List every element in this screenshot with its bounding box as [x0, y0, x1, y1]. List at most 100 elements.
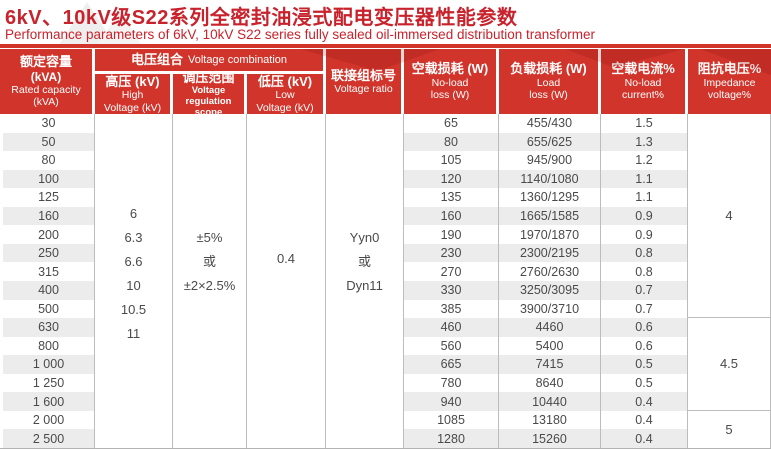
header-impedance-voltage-zh: 阻抗电压% — [697, 61, 762, 77]
header-load-loss: 负载损耗 (W) Load loss (W) — [499, 49, 601, 114]
header-low-voltage-en1: Low — [275, 89, 295, 102]
header-voltage-combination: 电压组合 Voltage combination — [95, 49, 326, 74]
load-loss-cell: 7415 — [499, 355, 601, 374]
high-voltage-value: 6 — [129, 205, 138, 221]
impedance-cell-5: 5 — [688, 410, 771, 448]
header-rated-capacity-zh-unit: (kVA) — [30, 69, 62, 84]
no-load-loss-cell: 330 — [404, 280, 499, 300]
header-rated-capacity: 额定容量 (kVA) Rated capacity (kVA) — [0, 49, 95, 114]
no-load-loss-cell: 1280 — [404, 429, 499, 448]
capacity-cell: 125 — [0, 188, 95, 207]
high-voltage-values: 6 6.3 6.6 10 10.5 11 — [121, 202, 146, 346]
capacity-cell: 50 — [0, 132, 95, 152]
header-high-voltage-en1: High — [121, 89, 144, 102]
load-loss-cell: 2760/2630 — [499, 262, 601, 281]
no-load-current-cell: 0.7 — [601, 280, 688, 300]
low-voltage-value: 0.4 — [276, 250, 296, 266]
regulation-value: ±2×2.5% — [183, 277, 236, 293]
capacity-cell: 1 250 — [0, 373, 95, 393]
capacity-cell: 2 000 — [0, 410, 95, 430]
load-loss-cell: 15260 — [499, 429, 601, 448]
no-load-current-cell: 0.7 — [601, 299, 688, 319]
page-subtitle: Performance parameters of 6kV, 10kV S22 … — [5, 27, 596, 42]
no-load-current-cell: 0.8 — [601, 243, 688, 263]
header-no-load-loss-zh: 空载损耗 (W) — [411, 61, 489, 77]
header-vector-group-zh: 联接组标号 — [330, 67, 396, 83]
no-load-loss-cell: 120 — [404, 169, 499, 189]
impedance-cell-4: 4 — [688, 114, 771, 319]
vector-group-values: Yyn0 或 Dyn11 — [346, 226, 383, 298]
header-regulation-scope: 调压范围 Voltage regulation scope — [173, 74, 247, 114]
capacity-cell: 400 — [0, 280, 95, 300]
load-loss-cell: 655/625 — [499, 132, 601, 152]
header-regulation-scope-en2: regulation scope — [185, 96, 232, 114]
header-high-voltage-en2: Voltage (kV) — [103, 101, 162, 114]
header-no-load-loss-en1: No-load — [431, 76, 469, 89]
load-loss-cell: 5400 — [499, 336, 601, 356]
capacity-cell: 800 — [0, 336, 95, 356]
load-loss-cell: 455/430 — [499, 114, 601, 133]
header-rated-capacity-en-unit: (kVA) — [33, 96, 59, 109]
table-top-accent-bar — [0, 44, 771, 48]
header-no-load-current-en2: current% — [621, 89, 664, 102]
no-load-loss-cell: 560 — [404, 336, 499, 356]
capacity-cell: 315 — [0, 262, 95, 281]
header-no-load-loss-en2: loss (W) — [430, 89, 470, 102]
capacity-cell: 1 000 — [0, 355, 95, 374]
high-voltage-values-cell: 6 6.3 6.6 10 10.5 11 — [95, 114, 173, 448]
no-load-current-cell: 1.1 — [601, 169, 688, 189]
no-load-current-cell: 0.6 — [601, 336, 688, 356]
no-load-loss-cell: 105 — [404, 151, 499, 170]
no-load-current-cell: 0.5 — [601, 355, 688, 374]
no-load-loss-cell: 80 — [404, 132, 499, 152]
no-load-loss-cell: 780 — [404, 373, 499, 393]
no-load-current-cell: 1.1 — [601, 188, 688, 207]
no-load-loss-cell: 665 — [404, 355, 499, 374]
low-voltage-cell: 0.4 — [247, 114, 326, 448]
load-loss-cell: 10440 — [499, 392, 601, 411]
load-loss-cell: 945/900 — [499, 151, 601, 170]
header-low-voltage: 低压 (kV) Low Voltage (kV) — [247, 74, 326, 114]
load-loss-cell: 2300/2195 — [499, 243, 601, 263]
load-loss-cell: 13180 — [499, 410, 601, 430]
header-voltage-combination-en: Voltage combination — [187, 53, 288, 66]
header-rated-capacity-zh: 额定容量 — [19, 54, 72, 70]
no-load-loss-cell: 940 — [404, 392, 499, 411]
header-regulation-scope-en1: Voltage — [191, 84, 226, 96]
header-no-load-current: 空载电流% No-load current% — [601, 49, 688, 114]
header-no-load-current-zh: 空载电流% — [611, 61, 675, 77]
header-load-loss-zh: 负载损耗 (W) — [510, 61, 587, 77]
header-low-voltage-en2: Voltage (kV) — [256, 101, 314, 114]
no-load-loss-cell: 160 — [404, 206, 499, 226]
high-voltage-value: 6.3 — [124, 229, 143, 245]
capacity-cell: 1 600 — [0, 392, 95, 411]
load-loss-cell: 1665/1585 — [499, 206, 601, 226]
page-title: 6kV、10kV级S22系列全密封油浸式配电变压器性能参数 — [5, 7, 518, 29]
capacity-cell: 30 — [0, 114, 95, 133]
header-rated-capacity-en: Rated capacity — [11, 83, 81, 96]
regulation-scope-cell: ±5% 或 ±2×2.5% — [173, 114, 247, 448]
capacity-cell: 160 — [0, 206, 95, 226]
no-load-current-cell: 0.4 — [601, 410, 688, 430]
header-impedance-voltage: 阻抗电压% Impedance voltage% — [688, 49, 771, 114]
high-voltage-value: 10.5 — [120, 301, 147, 317]
regulation-scope-values: ±5% 或 ±2×2.5% — [184, 226, 236, 298]
no-load-loss-cell: 135 — [404, 188, 499, 207]
capacity-cell: 2 500 — [0, 429, 95, 448]
no-load-loss-cell: 1085 — [404, 410, 499, 430]
no-load-current-cell: 0.5 — [601, 373, 688, 393]
no-load-current-cell: 0.6 — [601, 318, 688, 337]
header-low-voltage-zh: 低压 (kV) — [257, 74, 313, 89]
regulation-value: ±5% — [196, 229, 223, 245]
vector-group-cell: Yyn0 或 Dyn11 — [326, 114, 404, 448]
high-voltage-value: 11 — [126, 325, 141, 341]
header-no-load-loss: 空载损耗 (W) No-load loss (W) — [404, 49, 499, 114]
no-load-current-cell: 1.5 — [601, 114, 688, 133]
regulation-or: 或 — [202, 253, 216, 269]
capacity-cell: 80 — [0, 151, 95, 170]
no-load-loss-cell: 270 — [404, 262, 499, 281]
vector-group-value: Yyn0 — [349, 229, 380, 245]
no-load-current-cell: 1.2 — [601, 151, 688, 170]
header-voltage-combination-zh: 电压组合 — [130, 52, 183, 68]
header-high-voltage: 高压 (kV) High Voltage (kV) — [95, 74, 173, 114]
